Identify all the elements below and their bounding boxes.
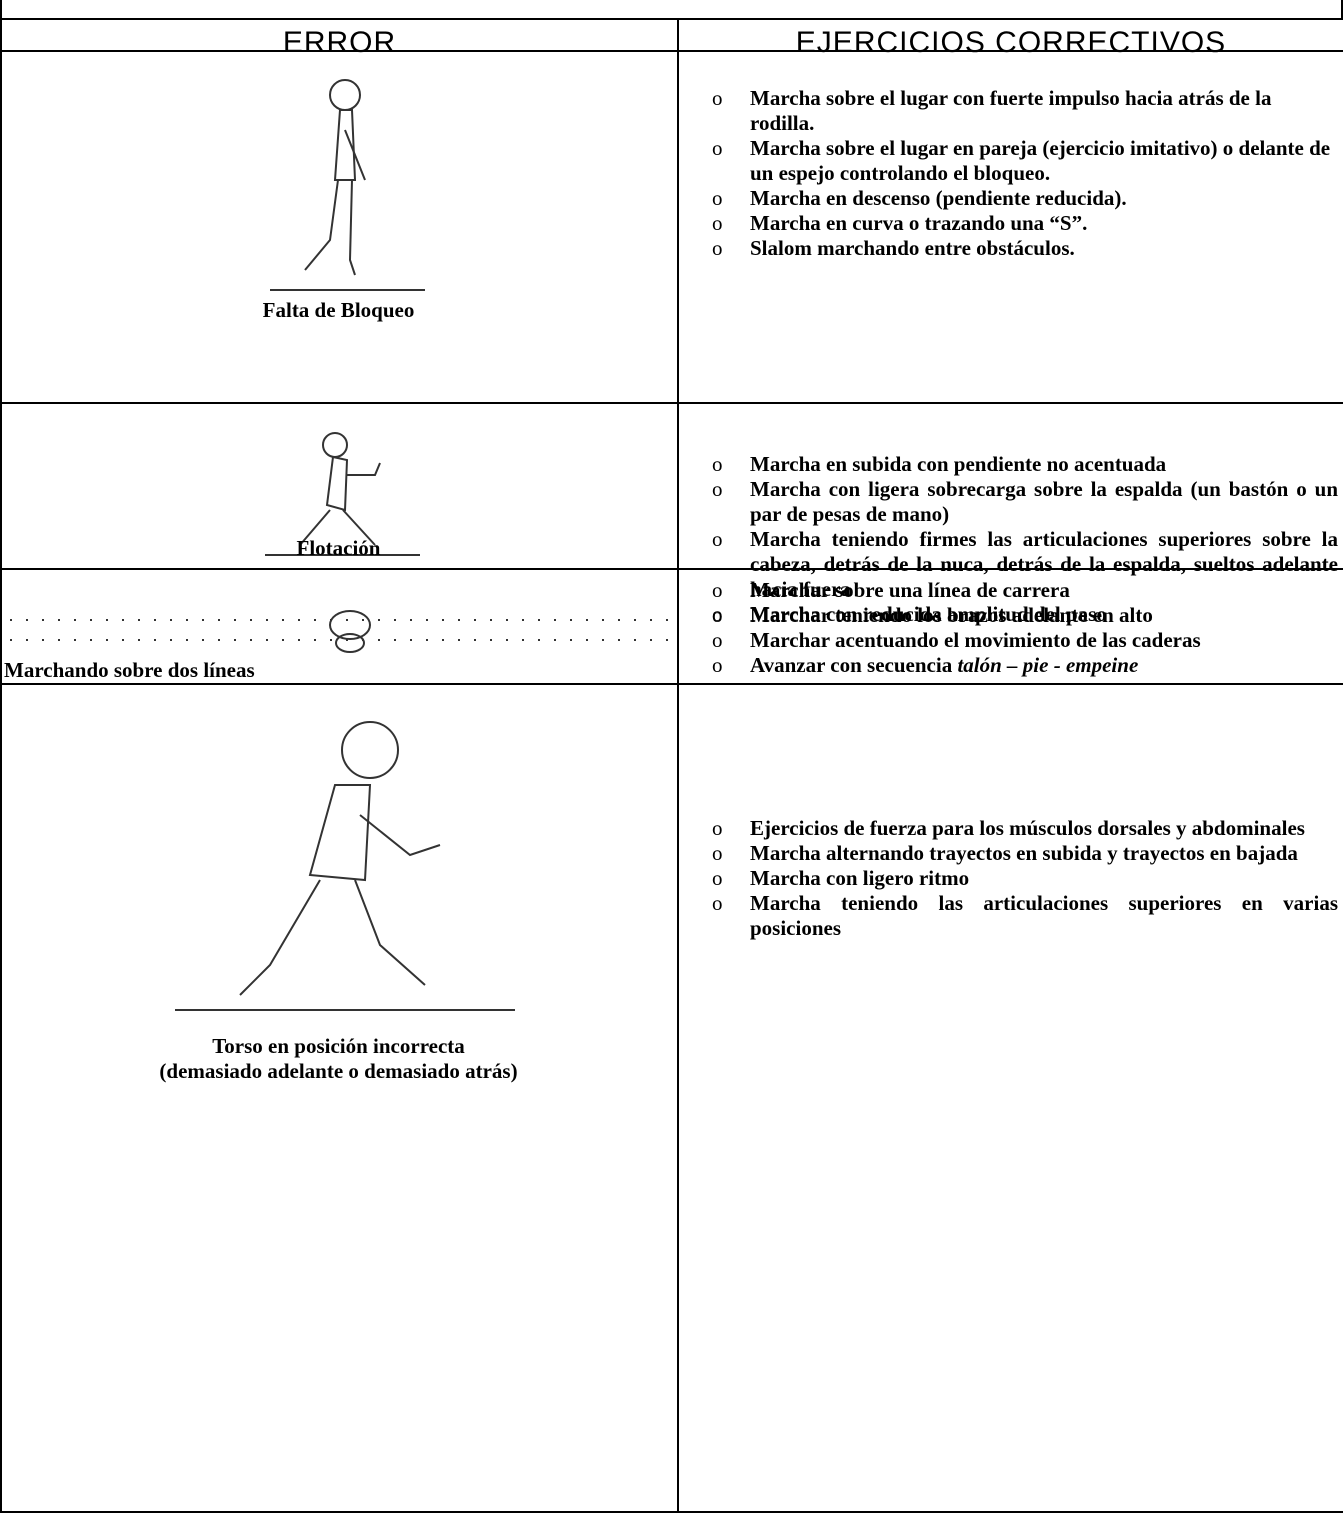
exercise-item: Marcha sobre el lugar con fuerte impulso… <box>712 86 1338 136</box>
error-text: (demasiado adelante o demasiado atrás) <box>159 1059 518 1083</box>
illustration <box>270 79 425 291</box>
error-label: Torso en posición incorrecta (demasiado a… <box>0 1034 677 1084</box>
exercise-item: Marcha en descenso (pendiente reducida). <box>712 186 1338 211</box>
header-cell: EJERCICIOS CORRECTIVOS <box>677 18 1343 59</box>
exercise-item: Marchar acentuando el movimiento de las … <box>712 628 1338 653</box>
exercise-item: Marcha con ligero ritmo <box>712 866 1338 891</box>
exercise-list: Marchar sobre una línea de carreraMarcha… <box>712 578 1338 678</box>
error-text: Marchando sobre dos líneas <box>4 658 255 682</box>
illustration <box>265 432 420 556</box>
exercise-list: Ejercicios de fuerza para los músculos d… <box>712 816 1338 941</box>
header-text: ERROR <box>282 26 397 59</box>
exercise-emphasis: talón – pie - empeine <box>957 653 1139 677</box>
exercise-item: Avanzar con secuencia talón – pie - empe… <box>712 653 1338 678</box>
exercise-item: Marcha en subida con pendiente no acentu… <box>712 452 1338 477</box>
exercise-item: Marchar sobre una línea de carrera <box>712 578 1338 603</box>
exercise-item: Marcha teniendo las articulaciones super… <box>712 891 1338 941</box>
error-label: Flotación <box>0 536 677 561</box>
exercise-list: Marcha sobre el lugar con fuerte impulso… <box>712 86 1338 261</box>
exercise-item: Marcha en curva o trazando una “S”. <box>712 211 1338 236</box>
error-text: Flotación <box>296 536 381 560</box>
title-strip <box>0 0 1343 20</box>
error-label: Falta de Bloqueo <box>0 298 677 323</box>
error-text: Falta de Bloqueo <box>262 298 415 322</box>
exercise-item: Marcha alternando trayectos en subida y … <box>712 841 1338 866</box>
exercise-item: Ejercicios de fuerza para los músculos d… <box>712 816 1338 841</box>
cell <box>677 683 1343 1513</box>
error-text: Torso en posición incorrecta <box>212 1034 465 1058</box>
exercise-item: Marcha sobre el lugar en pareja (ejercic… <box>712 136 1338 186</box>
exercise-item: Marchar teniendo los brazos adelante en … <box>712 603 1338 628</box>
exercise-text: Avanzar con secuencia <box>750 653 958 677</box>
illustration <box>10 610 670 653</box>
exercise-item: Marcha con ligera sobrecarga sobre la es… <box>712 477 1338 527</box>
illustration <box>175 721 515 1011</box>
header-cell: ERROR <box>0 18 679 59</box>
header-text: EJERCICIOS CORRECTIVOS <box>795 26 1227 59</box>
error-label: Marchando sobre dos líneas <box>4 658 255 683</box>
exercise-item: Slalom marchando entre obstáculos. <box>712 236 1338 261</box>
